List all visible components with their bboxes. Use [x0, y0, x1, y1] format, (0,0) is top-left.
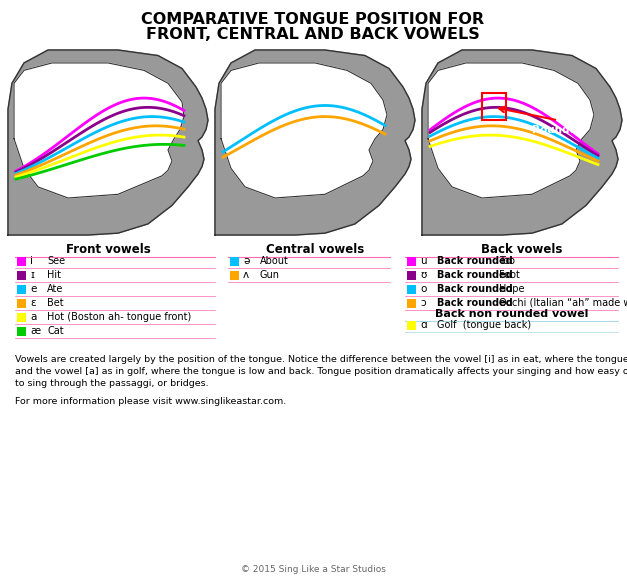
- Text: Golf  (tongue back): Golf (tongue back): [437, 320, 531, 330]
- Text: æ: æ: [30, 326, 40, 336]
- Text: ɔ: ɔ: [420, 298, 426, 308]
- Bar: [407, 285, 416, 294]
- Text: About: About: [260, 256, 289, 266]
- Polygon shape: [215, 50, 415, 235]
- Text: Front vowels: Front vowels: [66, 243, 150, 256]
- Text: o: o: [420, 284, 426, 294]
- Text: ɛ: ɛ: [30, 298, 36, 308]
- Polygon shape: [14, 63, 184, 198]
- Text: © 2015 Sing Like a Star Studios: © 2015 Sing Like a Star Studios: [241, 565, 386, 574]
- Polygon shape: [428, 63, 594, 198]
- Text: and the vowel [a] as in golf, where the tongue is low and back. Tongue position : and the vowel [a] as in golf, where the …: [15, 367, 627, 376]
- Text: a: a: [30, 312, 36, 322]
- Bar: [230, 257, 239, 266]
- Text: Back rounded: Back rounded: [437, 298, 513, 308]
- Text: Hope: Hope: [499, 284, 525, 294]
- Text: u: u: [420, 256, 426, 266]
- Bar: [407, 321, 416, 330]
- Text: Back vowels: Back vowels: [482, 243, 562, 256]
- Text: Foot: Foot: [499, 270, 520, 280]
- Bar: [407, 271, 416, 280]
- Text: See: See: [47, 256, 65, 266]
- Text: to sing through the passaggi, or bridges.: to sing through the passaggi, or bridges…: [15, 379, 209, 388]
- Bar: [17, 299, 26, 308]
- Text: Occhi (Italian “ah” made with rounded lips): Occhi (Italian “ah” made with rounded li…: [499, 298, 627, 308]
- Bar: [407, 257, 416, 266]
- Text: ɪ: ɪ: [30, 270, 34, 280]
- Polygon shape: [221, 63, 387, 198]
- Text: Back non rounded vowel: Back non rounded vowel: [435, 309, 588, 319]
- Text: COMPARATIVE TONGUE POSITION FOR: COMPARATIVE TONGUE POSITION FOR: [142, 12, 485, 27]
- Text: Vowels are created largely by the position of the tongue. Notice the difference : Vowels are created largely by the positi…: [15, 355, 627, 364]
- Text: Gun: Gun: [260, 270, 280, 280]
- Text: Hit: Hit: [47, 270, 61, 280]
- Text: e: e: [30, 284, 36, 294]
- Text: ʌ: ʌ: [243, 270, 249, 280]
- Text: Back rounded: Back rounded: [437, 270, 513, 280]
- Text: Too: Too: [499, 256, 515, 266]
- Polygon shape: [8, 50, 208, 235]
- Text: Ate: Ate: [47, 284, 63, 294]
- Text: Cat: Cat: [47, 326, 63, 336]
- Bar: [17, 257, 26, 266]
- Text: ɑ: ɑ: [420, 320, 426, 330]
- Bar: [407, 299, 416, 308]
- Text: Bet: Bet: [47, 298, 63, 308]
- Text: Central vowels: Central vowels: [266, 243, 364, 256]
- Text: FRONT, CENTRAL AND BACK VOWELS: FRONT, CENTRAL AND BACK VOWELS: [146, 27, 480, 42]
- Bar: [482, 93, 506, 120]
- Polygon shape: [422, 50, 622, 235]
- Text: For more information please visit www.singlikeastar.com.: For more information please visit www.si…: [15, 397, 287, 406]
- Text: ʊ: ʊ: [420, 270, 426, 280]
- Bar: [17, 271, 26, 280]
- Bar: [17, 327, 26, 336]
- Bar: [17, 285, 26, 294]
- Text: Back rounded: Back rounded: [437, 256, 513, 266]
- Bar: [230, 271, 239, 280]
- Text: Rounded: Rounded: [532, 125, 584, 135]
- Text: i: i: [30, 256, 33, 266]
- Text: Hot (Boston ah- tongue front): Hot (Boston ah- tongue front): [47, 312, 191, 322]
- Bar: [17, 313, 26, 322]
- Text: ə: ə: [243, 256, 250, 266]
- Text: Back rounded: Back rounded: [437, 284, 513, 294]
